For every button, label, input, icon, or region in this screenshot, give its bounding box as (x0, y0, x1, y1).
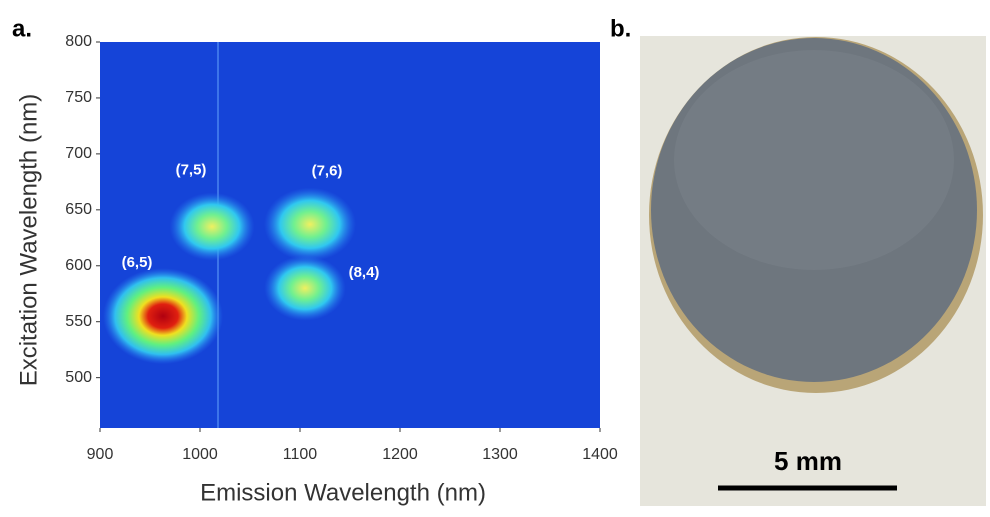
peak-label: (7,5) (176, 162, 207, 179)
x-tick-label: 1000 (182, 446, 218, 463)
peak (170, 193, 255, 261)
x-tick-label: 1200 (382, 446, 418, 463)
y-axis-title: Excitation Wavelength (nm) (15, 94, 42, 387)
x-tick-label: 1400 (582, 446, 618, 463)
y-tick-label: 800 (65, 33, 92, 50)
y-tick-label: 700 (65, 145, 92, 162)
sample-sheen (674, 50, 954, 270)
x-tick-label: 900 (87, 446, 114, 463)
heatmap-plot: (6,5) (7,5) (7,6) (8,4) (100, 42, 600, 428)
peak-label: (7,6) (312, 162, 343, 179)
peak-label: (8,4) (349, 264, 380, 281)
x-tick-label: 1100 (283, 446, 318, 463)
x-axis-title: Emission Wavelength (nm) (200, 479, 486, 506)
panel-label: b. (610, 15, 631, 42)
scale-bar-label: 5 mm (774, 446, 842, 476)
x-tick-label: 1300 (482, 446, 518, 463)
panel-label: a. (12, 15, 32, 42)
peak (264, 256, 346, 321)
peak-label: (6,5) (122, 254, 153, 271)
figure: a. b. 5 mm (6,5) (7,5) (7,6) (8,4) 900 1000 1… (0, 0, 990, 512)
y-tick-label: 750 (65, 89, 92, 106)
y-tick-label: 500 (65, 369, 92, 386)
peak (103, 268, 223, 364)
y-tick-label: 600 (65, 257, 92, 274)
peak (264, 188, 356, 262)
y-tick-label: 650 (65, 201, 92, 218)
y-tick-label: 550 (65, 313, 92, 330)
